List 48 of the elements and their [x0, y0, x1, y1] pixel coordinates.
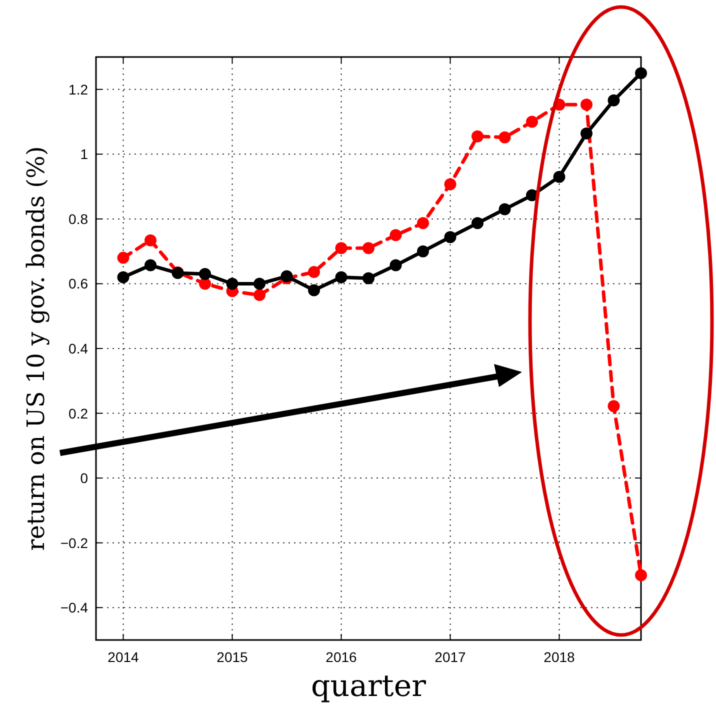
point	[635, 67, 647, 80]
y-tick-label: 0.8	[68, 210, 88, 227]
x-tick-label: 2015	[216, 649, 248, 665]
point	[417, 217, 429, 230]
y-tick-label: 1.2	[68, 81, 88, 98]
point	[580, 127, 592, 140]
point	[390, 229, 402, 242]
y-tick-label: 0	[80, 470, 88, 486]
point	[254, 289, 266, 302]
point	[117, 252, 130, 264]
point	[335, 242, 348, 254]
x-tick-label: 2014	[108, 649, 140, 665]
x-tick-label: 2018	[544, 649, 576, 665]
point	[580, 98, 592, 111]
point	[199, 268, 211, 280]
point	[635, 569, 647, 582]
y-tick-label: 0.6	[68, 276, 88, 292]
y-tick-label: 1	[80, 146, 88, 162]
point	[417, 245, 429, 258]
point	[444, 231, 456, 244]
x-tick-label: 2016	[326, 649, 358, 665]
point	[498, 203, 511, 216]
point	[117, 271, 130, 284]
point	[444, 178, 456, 190]
point	[308, 266, 320, 278]
point	[144, 259, 156, 272]
point	[308, 284, 320, 296]
x-axis-title: quarter	[311, 669, 427, 704]
point	[608, 400, 620, 412]
x-tick-label: 2017	[434, 649, 466, 665]
point	[390, 259, 402, 272]
y-tick-label: 0.4	[68, 340, 88, 356]
point	[335, 271, 348, 284]
point	[608, 94, 620, 106]
point	[472, 130, 484, 142]
point	[362, 272, 374, 284]
y-tick-label: −0.2	[60, 534, 88, 551]
point	[526, 116, 538, 128]
point	[254, 278, 266, 290]
point	[498, 131, 511, 144]
point	[144, 234, 156, 246]
point	[226, 278, 238, 290]
y-tick-label: −0.4	[60, 600, 88, 616]
point	[472, 217, 484, 230]
y-axis-title: return on US 10 y gov. bonds (%)	[22, 146, 50, 551]
point	[362, 242, 374, 254]
point	[553, 170, 566, 183]
y-tick-label: 0.2	[68, 405, 88, 422]
